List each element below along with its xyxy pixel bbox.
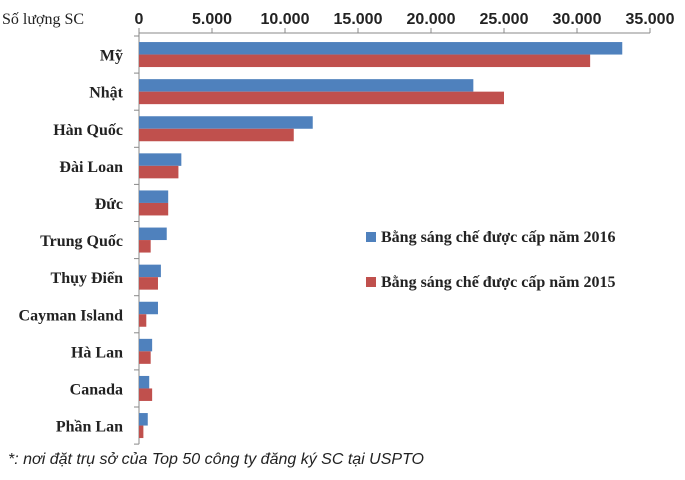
x-tick-label: 35.000 xyxy=(626,11,675,28)
category-label: Nhật xyxy=(89,85,123,102)
category-label: Đài Loan xyxy=(59,159,123,176)
y-axis-title: Số lượng SC xyxy=(2,11,84,28)
category-label: Hàn Quốc xyxy=(53,122,123,139)
legend: Bằng sáng chế được cấp năm 2016 Bằng sáng… xyxy=(366,229,615,291)
bar-chart: Số lượng SC 0 5.000 10.000 15.000 20.000 25.0… xyxy=(2,11,675,445)
bar-2015 xyxy=(139,202,169,216)
bar-2015 xyxy=(139,314,147,327)
bar-2016 xyxy=(139,264,161,278)
category-label: Cayman Island xyxy=(19,307,124,324)
bar-2016 xyxy=(139,338,153,352)
bar-2015 xyxy=(139,165,179,179)
bars xyxy=(139,42,623,439)
legend-label: Bằng sáng chế được cấp năm 2016 xyxy=(381,229,615,246)
category-label: Trung Quốc xyxy=(40,233,123,250)
bar-2015 xyxy=(139,388,153,401)
bar-2016 xyxy=(139,375,150,389)
category-label: Đức xyxy=(95,196,123,213)
bar-2016 xyxy=(139,153,182,166)
bar-2015 xyxy=(139,91,504,105)
bar-2015 xyxy=(139,54,591,68)
bar-2016 xyxy=(139,116,313,129)
bar-2016 xyxy=(139,301,158,315)
x-tick-label: 20.000 xyxy=(407,11,456,28)
category-label: Thụy Điển xyxy=(51,270,124,287)
bar-2016 xyxy=(139,42,623,55)
x-tick-label: 25.000 xyxy=(480,11,529,28)
category-label: Hà Lan xyxy=(71,344,123,361)
x-tick-label: 0 xyxy=(135,11,144,28)
bar-2016 xyxy=(139,413,148,426)
bar-2016 xyxy=(139,190,169,203)
category-label: Canada xyxy=(70,381,123,398)
x-tick-label: 30.000 xyxy=(553,11,602,28)
bar-2016 xyxy=(139,79,474,92)
x-tick-label: 10.000 xyxy=(261,11,310,28)
category-label: Phần Lan xyxy=(56,419,123,436)
category-label: Mỹ xyxy=(100,48,123,65)
bar-2015 xyxy=(139,240,151,253)
bar-2015 xyxy=(139,425,144,439)
x-tick-labels: 0 5.000 10.000 15.000 20.000 25.000 30.000 35.0… xyxy=(135,11,675,28)
bar-2015 xyxy=(139,277,158,290)
footnote: *: nơi đặt trụ sở của Top 50 công ty đăn… xyxy=(8,451,424,468)
x-tick-label: 15.000 xyxy=(334,11,383,28)
legend-swatch xyxy=(366,277,376,287)
bar-2016 xyxy=(139,227,167,241)
x-tick-label: 5.000 xyxy=(192,11,232,28)
legend-label: Bằng sáng chế được cấp năm 2015 xyxy=(381,274,615,291)
legend-swatch xyxy=(366,232,376,242)
bar-2015 xyxy=(139,128,294,142)
category-labels: Mỹ Nhật Hàn Quốc Đài Loan Đức Trung Quốc Thụy … xyxy=(19,48,124,436)
bar-2015 xyxy=(139,351,151,364)
